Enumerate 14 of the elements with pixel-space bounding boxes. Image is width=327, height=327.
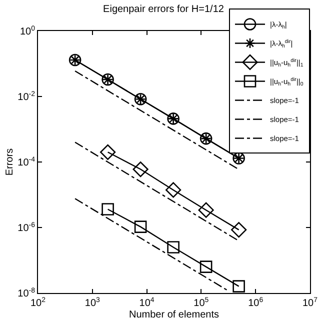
x-tick-label: 10$^{2}$ [30,296,46,309]
x-tick-label: 10$^{3}$ [84,296,100,309]
chart-title: Eigenpair errors for H=1/12 [103,4,224,15]
x-tick-label: 10$^{4}$ [139,296,154,309]
y-tick-label: 10$^{-6}$ [18,222,36,234]
x-tick-label: 10$^{6}$ [248,296,264,309]
y-tick-label: 10$^{-4}$ [18,156,36,168]
x-tick-label: 10$^{5}$ [194,296,209,309]
y-axis-title: Errors [4,148,16,176]
y-tick-label: 10$^{-2}$ [18,90,36,103]
x-tick-label: 10$^{7}$ [302,296,318,309]
y-tick-label: 10$^{-8}$ [18,287,36,300]
x-axis-title: Number of elements [128,310,220,320]
y-tick-label: 10$^{0}$ [20,25,36,38]
